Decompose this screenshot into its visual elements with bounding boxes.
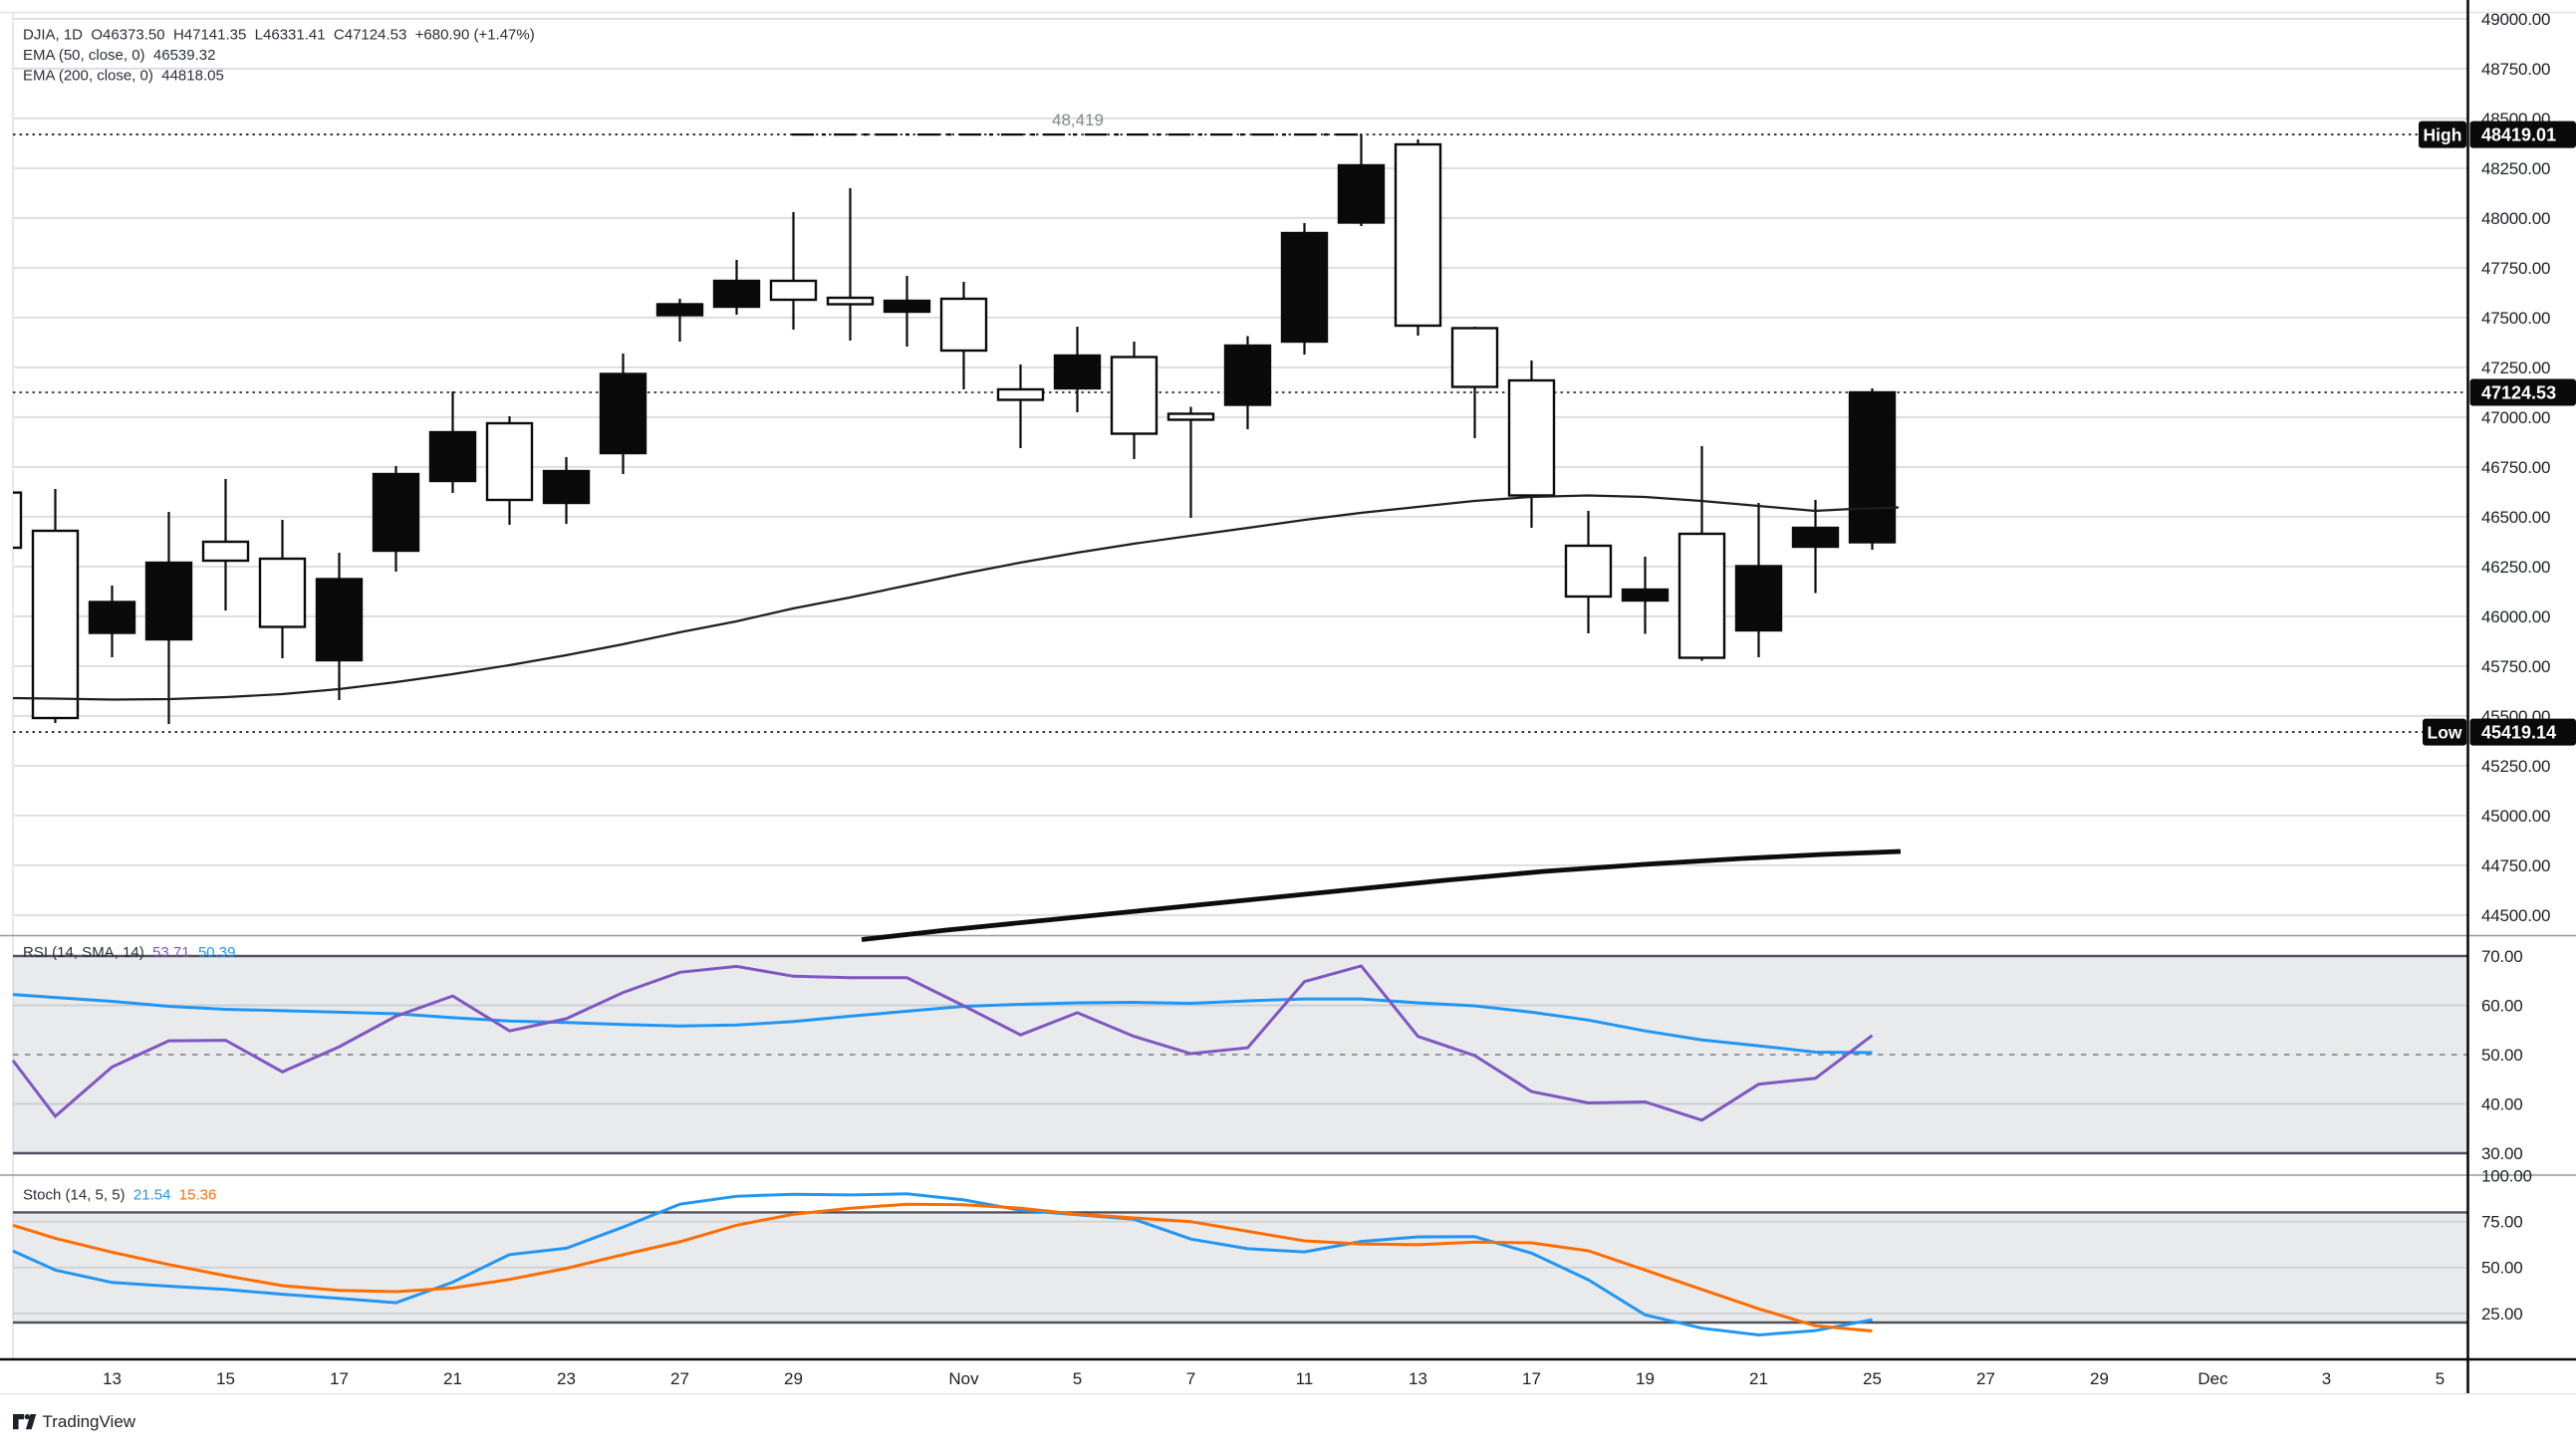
svg-text:48419.01: 48419.01 [2481,125,2556,145]
svg-text:100.00: 100.00 [2481,1167,2532,1186]
svg-text:46250.00: 46250.00 [2481,558,2550,577]
svg-text:High: High [2424,125,2462,145]
svg-text:EMA (200, close, 0) 44818.05: EMA (200, close, 0) 44818.05 [23,68,224,85]
svg-text:29: 29 [2090,1369,2109,1388]
svg-text:Stoch (14, 5, 5) 21.54 15.36: Stoch (14, 5, 5) 21.54 15.36 [23,1187,216,1204]
svg-text:48250.00: 48250.00 [2481,159,2550,178]
svg-text:48000.00: 48000.00 [2481,209,2550,228]
svg-text:RSI (14, SMA, 14) 53.71 50.3: RSI (14, SMA, 14) 53.71 50.39 [23,944,235,961]
svg-text:5: 5 [2436,1369,2445,1388]
svg-text:30.00: 30.00 [2481,1144,2523,1163]
svg-text:44750.00: 44750.00 [2481,856,2550,875]
svg-text:50.00: 50.00 [2481,1046,2523,1065]
svg-text:Nov: Nov [948,1369,979,1388]
svg-text:11: 11 [1296,1369,1314,1388]
svg-text:5: 5 [1073,1369,1082,1388]
svg-text:21: 21 [443,1369,462,1388]
svg-text:25: 25 [1863,1369,1882,1388]
svg-text:47500.00: 47500.00 [2481,309,2550,328]
svg-text:17: 17 [1522,1369,1541,1388]
svg-text:TradingView: TradingView [43,1412,136,1431]
svg-text:50.00: 50.00 [2481,1259,2523,1278]
svg-text:44500.00: 44500.00 [2481,906,2550,925]
svg-text:13: 13 [103,1369,122,1388]
svg-text:EMA (50, close, 0) 46539.32: EMA (50, close, 0) 46539.32 [23,47,215,64]
svg-text:46750.00: 46750.00 [2481,458,2550,477]
svg-text:75.00: 75.00 [2481,1213,2523,1232]
svg-text:3: 3 [2322,1369,2331,1388]
svg-text:29: 29 [784,1369,803,1388]
svg-text:45000.00: 45000.00 [2481,807,2550,826]
svg-text:27: 27 [1976,1369,1995,1388]
svg-text:Dec: Dec [2197,1369,2228,1388]
svg-text:25.00: 25.00 [2481,1305,2523,1324]
svg-text:23: 23 [557,1369,576,1388]
svg-text:48750.00: 48750.00 [2481,60,2550,79]
svg-text:17: 17 [330,1369,349,1388]
svg-text:70.00: 70.00 [2481,947,2523,966]
svg-text:21: 21 [1749,1369,1768,1388]
svg-text:49000.00: 49000.00 [2481,10,2550,29]
svg-text:47124.53: 47124.53 [2481,383,2556,403]
svg-text:46500.00: 46500.00 [2481,508,2550,527]
svg-text:60.00: 60.00 [2481,997,2523,1016]
svg-text:45250.00: 45250.00 [2481,757,2550,776]
svg-text:13: 13 [1409,1369,1427,1388]
svg-text:15: 15 [216,1369,235,1388]
svg-text:27: 27 [670,1369,689,1388]
svg-text:DJIA, 1D O46373.50 H47141.35: DJIA, 1D O46373.50 H47141.35 L46331.41 C… [23,27,535,44]
svg-text:45750.00: 45750.00 [2481,657,2550,676]
svg-text:47750.00: 47750.00 [2481,259,2550,278]
svg-text:45419.14: 45419.14 [2481,723,2556,743]
svg-text:Low: Low [2428,723,2462,743]
svg-text:46000.00: 46000.00 [2481,607,2550,626]
svg-text:48,419: 48,419 [1052,111,1104,129]
svg-text:47250.00: 47250.00 [2481,359,2550,377]
svg-text:7: 7 [1186,1369,1195,1388]
svg-text:47000.00: 47000.00 [2481,408,2550,427]
svg-text:19: 19 [1636,1369,1655,1388]
svg-text:40.00: 40.00 [2481,1095,2523,1114]
